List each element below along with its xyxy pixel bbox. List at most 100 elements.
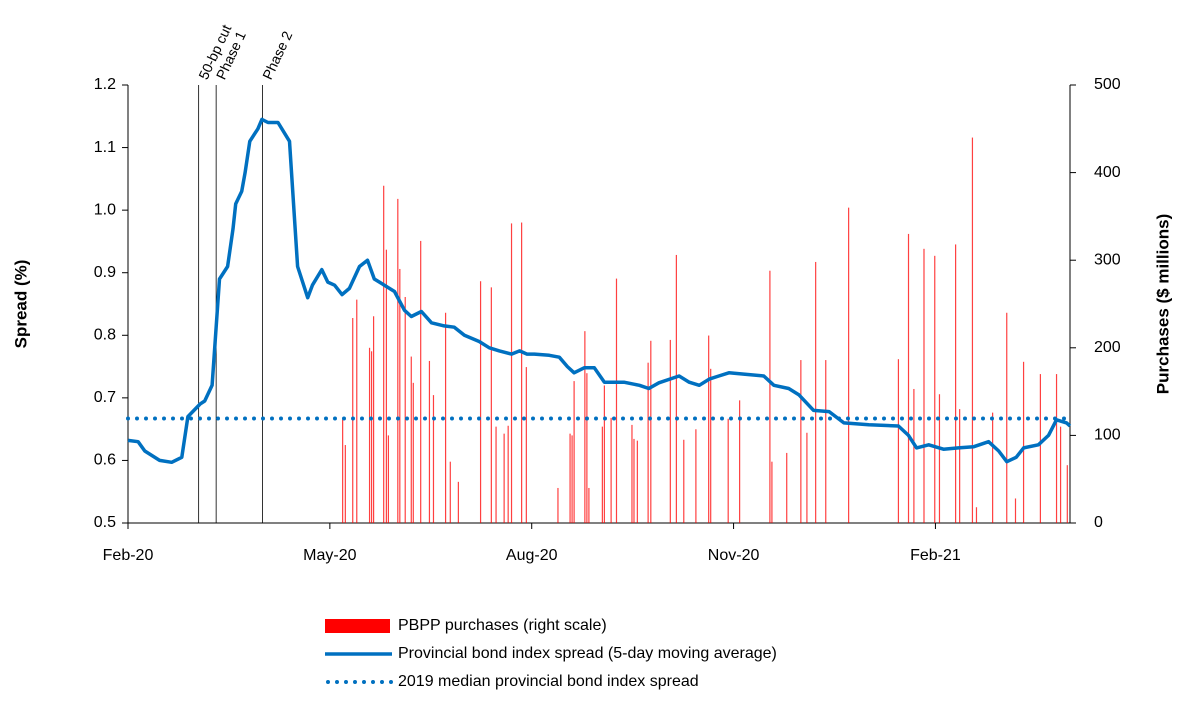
x-tick-label: Feb-21	[910, 547, 961, 564]
bar	[959, 409, 961, 523]
bar	[601, 426, 603, 523]
bar	[971, 137, 974, 523]
bar	[370, 351, 373, 523]
bar	[372, 316, 375, 523]
bar	[503, 433, 505, 523]
bar	[1014, 498, 1017, 523]
x-tick-label: Aug-20	[506, 547, 558, 564]
y2-tick-label: 0	[1094, 514, 1103, 531]
bar	[727, 418, 729, 523]
y2-tick-label: 500	[1094, 76, 1121, 93]
y-tick-label: 0.5	[94, 514, 116, 531]
legend-swatch	[325, 619, 390, 633]
bar	[955, 244, 957, 523]
legend-label: Provincial bond index spread (5-day movi…	[398, 645, 777, 662]
bar	[1039, 374, 1041, 523]
bar	[923, 248, 925, 523]
bar	[1022, 361, 1025, 523]
bar	[897, 359, 900, 523]
y-tick-label: 0.8	[94, 327, 116, 344]
bar	[975, 507, 978, 523]
bar	[825, 360, 827, 523]
y-tick-label: 0.7	[94, 389, 116, 406]
bar	[510, 223, 513, 523]
bar	[397, 198, 399, 523]
bar	[525, 367, 527, 523]
annotation-label: Phase 2	[259, 28, 295, 82]
bar	[683, 439, 685, 523]
bar	[786, 452, 788, 523]
bar	[420, 240, 422, 524]
spread-line	[127, 117, 1072, 465]
x-tick-label: May-20	[303, 547, 356, 564]
bar	[399, 268, 401, 523]
bar	[404, 296, 406, 523]
y-axis-title: Spread (%)	[11, 260, 30, 349]
bar	[708, 335, 710, 523]
bar	[569, 433, 571, 523]
y2-tick-label: 100	[1094, 427, 1121, 444]
bar	[344, 445, 346, 523]
bar	[444, 312, 447, 523]
bar	[342, 419, 344, 523]
bar	[610, 417, 612, 523]
bar	[507, 425, 509, 523]
bar	[584, 331, 586, 523]
bar	[739, 400, 741, 523]
bar	[356, 299, 358, 523]
bar	[815, 261, 817, 523]
bar	[410, 356, 412, 523]
y-tick-label: 0.6	[94, 452, 116, 469]
bar	[675, 254, 677, 523]
bar	[490, 287, 492, 523]
x-tick-label: Feb-20	[103, 547, 154, 564]
legend-label: PBPP purchases (right scale)	[398, 617, 607, 634]
bar	[992, 412, 994, 523]
bar	[800, 360, 802, 523]
bar	[432, 395, 435, 523]
legend-label: 2019 median provincial bond index spread	[398, 673, 699, 690]
bar	[647, 362, 649, 523]
bar	[521, 222, 523, 524]
bar	[1066, 465, 1068, 523]
bar	[387, 435, 389, 523]
bar	[938, 394, 941, 523]
bar	[573, 381, 575, 523]
bar	[495, 426, 497, 523]
bar	[586, 373, 588, 523]
y-tick-label: 1.1	[94, 139, 116, 156]
bar	[631, 424, 633, 523]
bar	[934, 255, 936, 523]
bar	[352, 318, 354, 523]
bar	[588, 487, 590, 523]
bar	[557, 487, 559, 523]
bar	[633, 438, 635, 523]
y2-axis-title: Purchases ($ millions)	[1153, 214, 1172, 394]
bar	[412, 382, 414, 523]
y2-tick-label: 400	[1094, 164, 1121, 181]
bar	[457, 481, 459, 523]
y-tick-label: 1.0	[94, 201, 116, 218]
bar	[428, 360, 431, 523]
y-tick-label: 1.2	[94, 76, 116, 93]
bar	[449, 461, 451, 523]
bar	[806, 432, 808, 523]
bar	[383, 185, 385, 524]
bar	[650, 340, 652, 523]
bar	[907, 233, 910, 524]
bar	[769, 270, 771, 523]
bar	[615, 278, 618, 523]
bar	[1059, 426, 1062, 523]
bar	[1006, 312, 1008, 523]
bar	[636, 440, 638, 523]
bar	[385, 249, 387, 524]
bar	[603, 385, 605, 523]
bar	[1055, 374, 1058, 523]
y2-tick-label: 200	[1094, 339, 1121, 356]
bar	[848, 207, 850, 523]
bar	[771, 461, 773, 523]
bar	[913, 388, 915, 523]
bar	[710, 368, 712, 523]
y2-tick-label: 300	[1094, 251, 1121, 268]
